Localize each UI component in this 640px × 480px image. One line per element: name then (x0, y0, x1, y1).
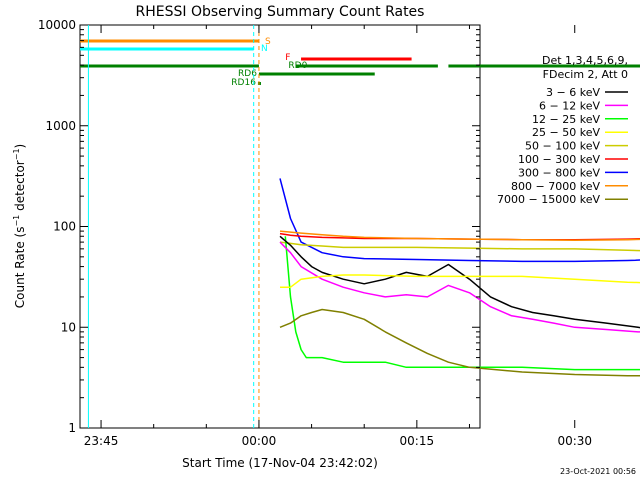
flag-label-n: N (261, 44, 268, 54)
series-line-8 (279, 308, 640, 377)
legend-label-8: 7000 − 15000 keV (497, 193, 600, 206)
y-tick-label: 10 (61, 320, 76, 334)
series-line-7 (279, 230, 640, 242)
legend-label-7: 800 − 7000 keV (511, 180, 600, 193)
series-line-3 (280, 274, 640, 288)
x-tick-label: 00:30 (557, 434, 592, 448)
legend-label-5: 100 − 300 keV (518, 153, 600, 166)
flag-label-rd0: RD0 (288, 61, 307, 71)
series-line-0 (279, 235, 640, 329)
y-axis-label: Count Rate (s−1 detector−1) (12, 144, 27, 308)
legend-header-line-1: Det 1,3,4,5,6,9, (542, 54, 628, 67)
flag-label-s: S (265, 37, 271, 47)
flag-label-rd16: RD16 (231, 78, 256, 88)
y-tick-label: 1000 (45, 119, 76, 133)
legend: Det 1,3,4,5,6,9, FDecim 2, Att 0 3 − 6 k… (497, 54, 628, 206)
flag-label-rd6: RD6 (238, 69, 257, 79)
x-axis-label: Start Time (17-Nov-04 23:42:02) (182, 456, 378, 470)
legend-label-4: 50 − 100 keV (525, 140, 600, 153)
chart-title: RHESSI Observing Summary Count Rates (136, 4, 425, 20)
series-line-4 (279, 241, 640, 252)
x-tick-label: 00:15 (400, 434, 435, 448)
y-label-part-2: detector (13, 160, 27, 215)
legend-label-6: 300 − 800 keV (518, 166, 600, 179)
x-tick-label: 00:00 (242, 434, 277, 448)
legend-label-3: 25 − 50 keV (532, 126, 600, 139)
y-tick-label: 10000 (38, 18, 76, 32)
legend-label-0: 3 − 6 keV (546, 86, 600, 99)
flag-label-f: F (285, 53, 290, 63)
legend-header-line-2: FDecim 2, Att 0 (543, 68, 628, 81)
y-label-sup-1: −1 (12, 215, 21, 227)
y-ticks: 1 10 100 1000 10000 (38, 18, 480, 435)
series-line-1 (279, 241, 640, 333)
series-line-5 (279, 232, 640, 241)
y-label-part-1: Count Rate (s (13, 227, 27, 309)
y-tick-label: 100 (53, 220, 76, 234)
timestamp: 23-Oct-2021 00:56 (560, 467, 636, 476)
series-line-6 (279, 178, 640, 263)
y-label-part-3: ) (13, 144, 27, 149)
y-label-sup-2: −1 (12, 148, 21, 160)
series-line-2 (284, 236, 640, 371)
series-layer (279, 178, 640, 377)
legend-label-2: 12 − 25 keV (532, 113, 600, 126)
legend-label-1: 6 − 12 keV (539, 99, 600, 112)
y-tick-label: 1 (68, 421, 76, 435)
x-tick-label: 23:45 (84, 434, 119, 448)
